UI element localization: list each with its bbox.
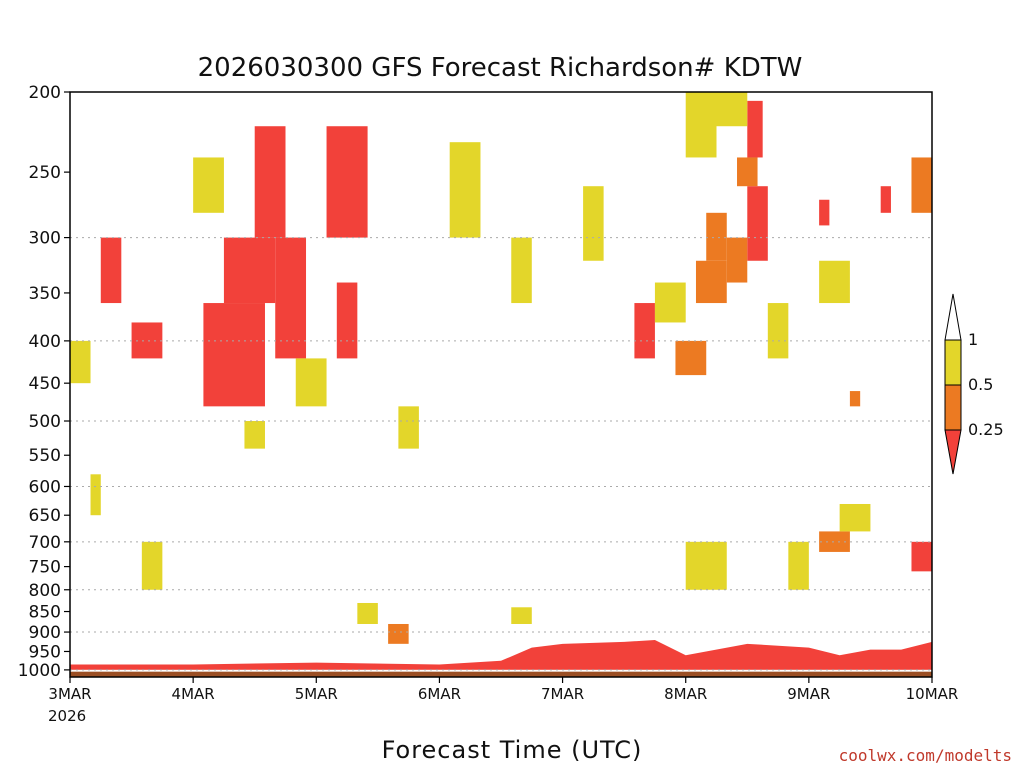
surface-red-band — [70, 639, 932, 670]
ri-cell — [336, 282, 358, 359]
legend: 1 0.5 0.25 — [944, 293, 1004, 475]
legend-orange-box — [944, 384, 962, 431]
legend-white-triangle — [944, 293, 962, 341]
y-tick-label: 450 — [29, 374, 61, 394]
ground-band — [70, 671, 932, 677]
legend-label-1: 1 — [968, 330, 978, 349]
y-tick-label: 1000 — [18, 661, 61, 681]
x-tick-label: 8MAR — [664, 685, 707, 703]
ri-cell — [90, 474, 101, 516]
ri-cell — [70, 340, 91, 384]
ri-cell — [295, 358, 327, 407]
y-tick-label: 900 — [29, 623, 61, 643]
ri-cell — [849, 391, 861, 407]
y-tick-label: 300 — [29, 229, 61, 249]
ri-cell — [634, 303, 655, 359]
legend-yellow-box — [944, 339, 962, 386]
x-tick-label: 9MAR — [787, 685, 830, 703]
y-tick-label: 400 — [29, 332, 61, 352]
ri-cell — [747, 100, 763, 158]
ri-cell — [911, 541, 932, 572]
x-tick-label: 10MAR — [906, 685, 959, 703]
y-tick-label: 700 — [29, 533, 61, 553]
chart-title: 2026030300 GFS Forecast Richardson# KDTW — [198, 53, 803, 83]
ri-cell — [100, 237, 122, 304]
ri-cell — [819, 531, 850, 552]
ri-cell — [880, 186, 891, 213]
y-tick-label: 250 — [29, 163, 61, 183]
ri-cell — [254, 126, 286, 238]
ri-cell — [737, 157, 758, 187]
ri-cell — [141, 541, 163, 590]
ri-cells — [70, 92, 932, 644]
y-tick-label: 350 — [29, 284, 61, 304]
ri-cell — [357, 602, 378, 624]
ri-cell — [911, 157, 932, 213]
credit-text: coolwx.com/modelts — [839, 746, 1012, 765]
ri-cell — [398, 406, 419, 449]
y-tick-label: 800 — [29, 581, 61, 601]
ri-cell — [511, 237, 532, 304]
ri-cell — [685, 541, 727, 590]
x-tick-year: 2026 — [48, 707, 86, 725]
ri-cell — [583, 186, 604, 261]
x-tick-label: 4MAR — [172, 685, 215, 703]
plot-frame — [69, 91, 933, 678]
ri-cell — [388, 623, 409, 644]
legend-red-triangle — [944, 429, 962, 475]
ri-cell — [839, 503, 871, 532]
y-tick-label: 950 — [29, 642, 61, 662]
ri-cell — [819, 199, 830, 226]
ri-cell — [193, 157, 224, 213]
y-tick-label: 550 — [29, 446, 61, 466]
ri-cell — [675, 340, 707, 376]
surface-band — [70, 639, 932, 677]
ri-cell — [747, 186, 768, 261]
plot-area — [69, 91, 933, 678]
x-axis: 3MAR 4MAR 5MAR 6MAR 7MAR 8MAR 9MAR 10MAR — [48, 677, 958, 703]
ri-cell — [716, 92, 748, 127]
ri-cell — [706, 212, 727, 261]
ri-cell — [203, 303, 265, 407]
ri-cell — [819, 260, 850, 304]
ri-cell — [685, 92, 717, 158]
ri-cell — [275, 237, 307, 359]
ri-cell — [223, 237, 276, 304]
legend-label-0.25: 0.25 — [968, 420, 1004, 439]
x-tick-label: 3MAR — [48, 685, 91, 703]
ri-cell — [788, 541, 809, 590]
ri-cell — [726, 237, 748, 283]
y-axis: 200 250 300 350 400 450 500 550 600 650 700 750 8008… — [18, 83, 70, 681]
x-tick-label: 7MAR — [541, 685, 584, 703]
legend-label-0.5: 0.5 — [968, 375, 993, 394]
x-axis-label: Forecast Time (UTC) — [382, 736, 643, 764]
ri-cell — [326, 126, 368, 238]
ri-cell — [654, 282, 686, 323]
x-tick-label: 5MAR — [295, 685, 338, 703]
y-tick-label: 600 — [29, 477, 61, 497]
x-tick-label: 6MAR — [418, 685, 461, 703]
y-tick-label: 650 — [29, 506, 61, 526]
ri-cell — [449, 142, 481, 238]
ri-cell — [695, 260, 727, 304]
ri-cell — [244, 421, 265, 449]
ri-cell — [511, 607, 532, 624]
y-tick-label: 500 — [29, 412, 61, 432]
y-tick-label: 850 — [29, 603, 61, 623]
ri-cell — [767, 303, 789, 359]
y-tick-label: 750 — [29, 558, 61, 578]
y-tick-label: 200 — [29, 83, 61, 103]
